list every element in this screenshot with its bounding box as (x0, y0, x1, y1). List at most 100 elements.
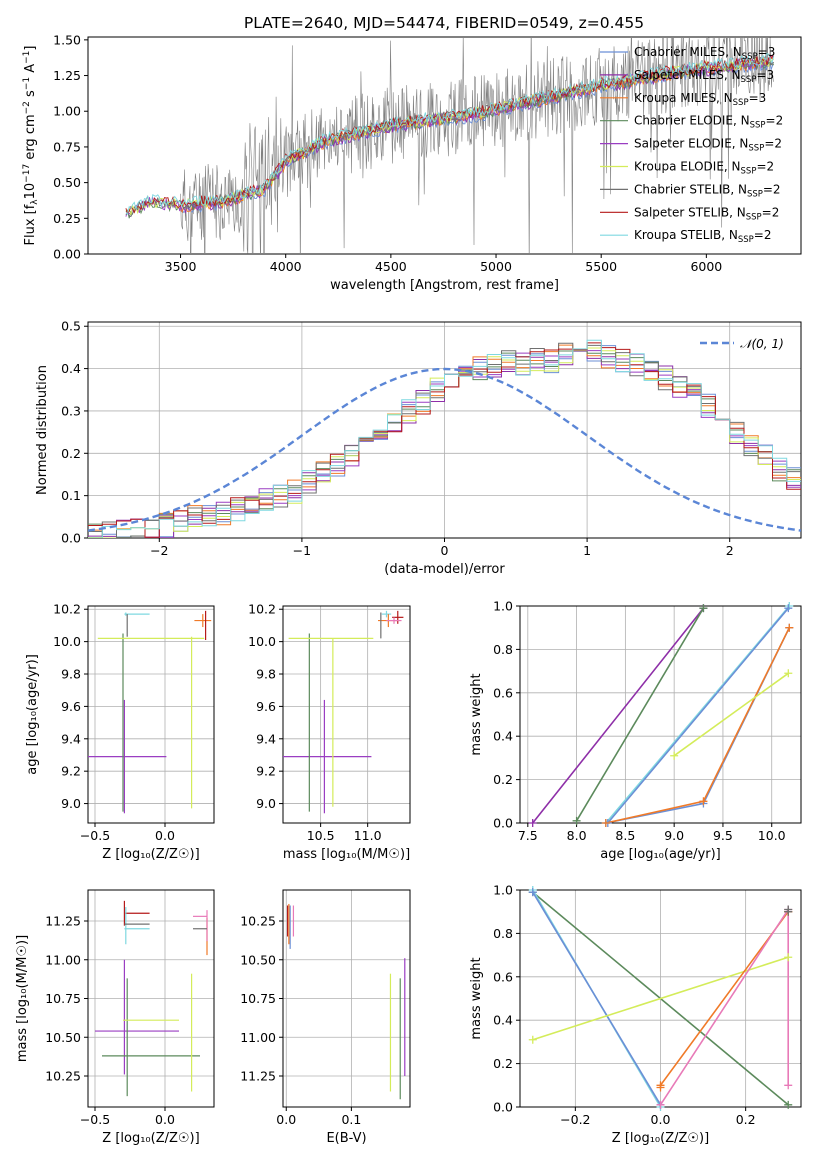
legend-label-sub: SSP (747, 189, 763, 199)
y-axis-label: Normed distribution (35, 365, 50, 495)
y-label-part: −1 (22, 77, 32, 90)
weight-marker (572, 816, 581, 825)
weight-marker (528, 888, 537, 897)
weight-marker (784, 1100, 793, 1109)
legend-label-sub: SSP (742, 52, 758, 62)
x-tick-label: 2 (726, 543, 734, 558)
x-tick-label: 9.0 (664, 828, 684, 843)
weight-vs-metallicity-panel: −0.2 0.0 0.2 0.0 0.2 0.4 0.6 0.8 1.0 Z [log₁₀(Z/Z… (469, 883, 802, 1146)
weight-marker (528, 819, 537, 827)
y-tick-label: 0.75 (53, 139, 81, 154)
x-tick-label: 0.0 (276, 1112, 296, 1127)
y-label-part: ] (23, 46, 38, 51)
y-tick-label: 9.8 (256, 667, 276, 682)
y-tick-label: 11.25 (240, 1069, 276, 1084)
y-tick-label: 0.2 (61, 446, 81, 461)
y-tick-label: 0.2 (493, 772, 513, 787)
x-tick-label: −1 (293, 543, 311, 558)
y-label-part: erg cm (23, 114, 38, 163)
residual-histogram (88, 342, 801, 538)
x-tick-label: −0.2 (560, 1112, 590, 1127)
x-tick-label: 5000 (480, 259, 512, 274)
y-tick-label: 10.25 (45, 1069, 81, 1084)
legend-label-sub: SSP (733, 98, 749, 108)
y-tick-label: 0.2 (493, 1056, 513, 1071)
y-tick-label: 10.75 (240, 991, 276, 1006)
legend-label-count: =2 (762, 205, 780, 219)
weight-marker (784, 953, 793, 962)
legend-label: Chabrier ELODIE, NSSP=2 (634, 114, 783, 131)
y-tick-label: 0.4 (493, 729, 513, 744)
y-tick-label: 1.00 (53, 104, 81, 119)
plot-frame (282, 889, 411, 1108)
legend-label-name: Salpeter ELODIE, N (634, 137, 748, 151)
x-tick-label: 10.5 (307, 828, 335, 843)
legend-label: Chabrier STELIB, NSSP=2 (634, 182, 781, 199)
y-tick-label: 9.0 (256, 796, 276, 811)
age-vs-mass-panel: 10.5 11.0 9.0 9.2 9.4 9.6 9.8 10.0 10.2 mass [log… (248, 602, 411, 862)
weight-line (532, 607, 705, 823)
y-tick-label: 9.2 (256, 764, 276, 779)
y-label-part: λ (30, 199, 40, 205)
y-tick-label: 0.00 (53, 247, 81, 262)
x-tick-label: 0.0 (651, 1112, 671, 1127)
weight-marker (784, 907, 793, 916)
weight-line (659, 906, 789, 1106)
y-tick-label: 9.0 (61, 796, 81, 811)
legend-label-name: Salpeter MILES, N (634, 68, 741, 82)
y-tick-label: 9.6 (256, 699, 276, 714)
legend-label-sub: SSP (738, 235, 754, 245)
y-label-part: s (23, 90, 38, 101)
legend-label-sub: SSP (741, 167, 757, 177)
y-tick-label: 9.8 (61, 667, 81, 682)
weight-marker (784, 604, 793, 613)
y-axis-label: mass weight (469, 673, 484, 755)
x-tick-label: 0.2 (736, 1112, 756, 1127)
y-axis-label: mass weight (469, 957, 484, 1039)
y-tick-label: 10.0 (248, 634, 276, 649)
y-axis-label: age [log₁₀(age/yr)] (25, 654, 40, 775)
legend-label-name: Kroupa ELODIE, N (634, 160, 741, 174)
x-tick-label: 4500 (375, 259, 407, 274)
age-vs-metallicity-panel: −0.5 0.0 9.0 9.2 9.4 9.6 9.8 10.0 10.2 Z [log₁₀(Z… (25, 602, 215, 862)
legend-label-count: =2 (764, 137, 782, 151)
y-tick-label: 0.3 (61, 403, 81, 418)
y-tick-label: 10.50 (240, 952, 276, 967)
x-axis-label: Z [log₁₀(Z/Z☉)] (102, 847, 199, 862)
mass-vs-metallicity-panel: −0.5 0.0 10.25 10.50 10.75 11.00 11.25 Z [log₁₀… (15, 889, 215, 1146)
y-tick-label: 10.0 (53, 634, 81, 649)
x-tick-label: 10.0 (758, 828, 786, 843)
y-label-part: −17 (22, 164, 32, 183)
y-tick-label: 0.8 (493, 926, 513, 941)
spectrum-panel: 3500 4000 4500 5000 5500 6000 0.00 0.25 0.50 0.75… (22, 32, 802, 293)
weight-marker (656, 1100, 665, 1109)
legend-label-count: =2 (766, 114, 784, 128)
legend-label-sub: SSP (746, 212, 762, 222)
legend-label: Kroupa ELODIE, NSSP=2 (634, 160, 774, 177)
y-label-part: A (23, 64, 38, 77)
plot-area (95, 900, 208, 1097)
x-tick-label: −2 (150, 543, 168, 558)
legend-label: Chabrier MILES, NSSP=3 (634, 45, 775, 62)
x-tick-label: 3500 (165, 259, 197, 274)
y-tick-label: 9.4 (61, 731, 81, 746)
x-tick-label: −0.5 (80, 1112, 110, 1127)
y-label-part: Flux [f (23, 204, 38, 245)
weight-line (532, 956, 789, 1041)
x-axis-label: (data-model)/error (384, 562, 505, 577)
x-tick-label: 9.5 (713, 828, 733, 843)
weight-marker (670, 751, 679, 760)
legend-label-count: =3 (756, 68, 774, 82)
y-tick-label: 9.6 (61, 699, 81, 714)
plot-frame (282, 605, 411, 824)
y-tick-label: 0.0 (493, 1100, 513, 1115)
weight-marker (528, 1035, 537, 1044)
y-tick-label: 0.6 (493, 685, 513, 700)
y-tick-label: 9.2 (61, 764, 81, 779)
weight-line (575, 607, 705, 822)
plot-frame (519, 605, 802, 824)
y-axis-label: Flux [fλ10−17 erg cm−2 s−1 A−1] (22, 46, 40, 246)
x-tick-label: 0.0 (155, 828, 175, 843)
weight-marker (699, 604, 708, 613)
legend-label-count: =2 (763, 182, 781, 196)
